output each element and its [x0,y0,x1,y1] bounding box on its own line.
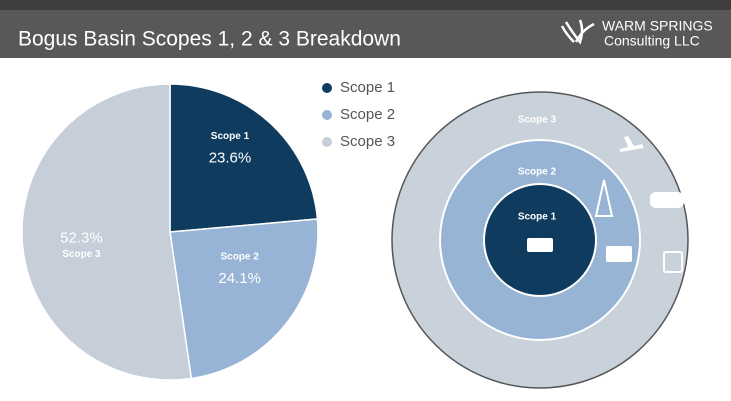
slice-name: Scope 2 [220,252,259,263]
ring-label: Scope 3 [518,115,557,126]
icons [527,136,684,273]
pie-slice [169,218,319,380]
logo-mark [560,19,595,45]
ring-label: Scope 2 [518,167,557,178]
legend-label: Scope 3 [340,133,395,150]
pie: Scope 1 23.6% Scope 2 24.1% Scope 3 52.3% [21,83,319,381]
slice-value: 23.6% [209,149,252,166]
car-icon [650,192,684,208]
header-strip [0,0,731,10]
legend: Scope 1 Scope 2 Scope 3 [322,79,395,150]
logo: WARM SPRINGS Consulting LLC [560,18,713,49]
legend-swatch [322,83,332,93]
legend-label: Scope 2 [340,106,395,123]
pie-slice [169,83,319,233]
legend-swatch [322,110,332,120]
scope-diagram: Scope 3 Scope 2 Scope 1 [391,91,689,389]
ring-label: Scope 1 [518,212,557,223]
tower-icon [594,179,614,217]
legend-label: Scope 1 [340,79,395,96]
logo-name: WARM SPRINGS [602,18,713,34]
people-icon [606,246,632,262]
pie-slice [21,83,193,381]
slice-value: 52.3% [60,229,103,246]
plane-icon [620,136,644,152]
bin-icon [663,251,683,273]
legend-swatch [322,137,332,147]
slice-value: 24.1% [218,270,261,287]
slice-name: Scope 1 [211,131,250,142]
logo-subtitle: Consulting LLC [604,33,700,49]
bulldozer-icon [527,238,553,252]
slice-name: Scope 3 [62,249,101,260]
chart-title: Bogus Basin Scopes 1, 2 & 3 Breakdown [18,28,401,51]
